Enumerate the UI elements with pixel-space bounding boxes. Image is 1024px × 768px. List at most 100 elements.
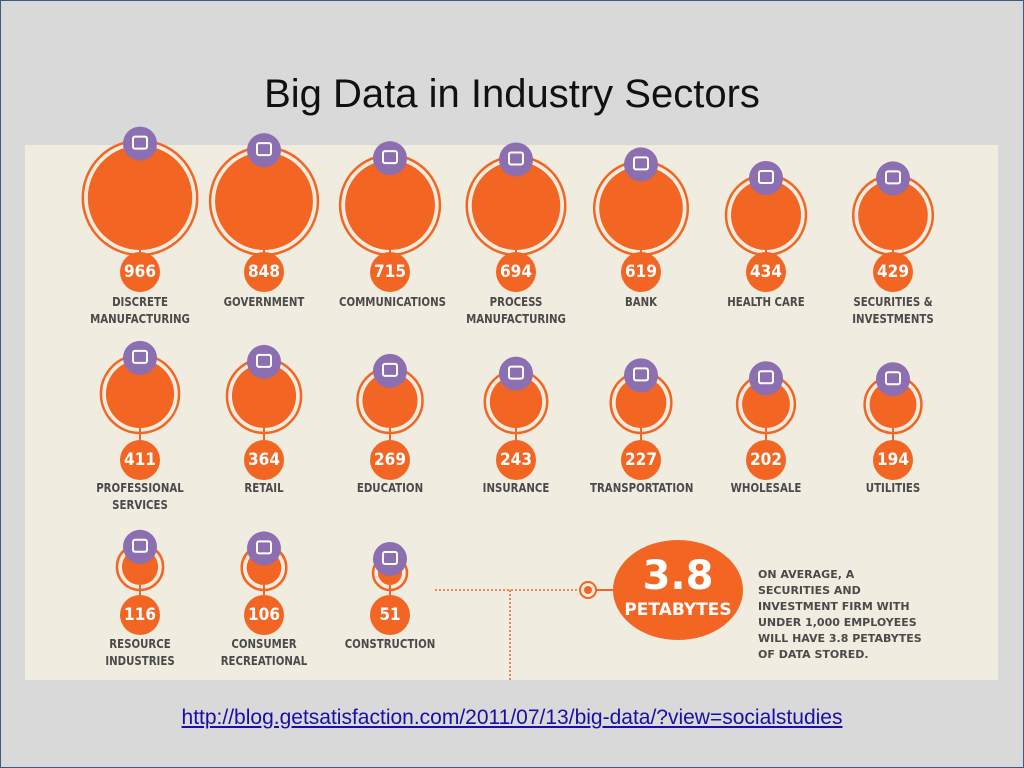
number-badge: [370, 440, 410, 480]
sector-icon: [749, 361, 783, 396]
sector-label: UTILITIES: [865, 481, 921, 495]
number-badge: [244, 440, 284, 480]
sector-value: 848: [248, 262, 280, 282]
sector-label: SECURITIES & INVESTMENTS: [852, 295, 934, 326]
value-bubble: [742, 380, 790, 428]
sector-label: GOVERNMENT: [223, 295, 305, 309]
sector-icon: [499, 356, 533, 391]
value-bubble: [105, 359, 175, 428]
sector-icon: [876, 362, 910, 397]
icon-glyph: [885, 371, 901, 386]
icon-glyph: [256, 142, 272, 157]
sector-label: PROCESS MANUFACTURING: [466, 295, 566, 326]
sector-label: INSURANCE: [482, 481, 550, 495]
sector-value: 51: [379, 605, 401, 625]
sector-label: CONSTRUCTION: [344, 637, 436, 651]
sector-label: RETAIL: [244, 481, 284, 495]
icon-glyph: [132, 135, 148, 150]
sector-icon: [123, 340, 157, 375]
number-badge: [873, 440, 913, 480]
number-badge: [120, 440, 160, 480]
connector-dot: [584, 586, 592, 594]
sector-label: BANK: [624, 295, 658, 309]
value-bubble: [869, 381, 917, 428]
number-badge: [621, 252, 661, 292]
sector-icon: [247, 133, 281, 168]
sector-icon: [123, 529, 157, 564]
sector-icon: [624, 147, 658, 182]
number-badge: [370, 595, 410, 635]
number-badge: [496, 440, 536, 480]
sector-value: 434: [750, 262, 782, 282]
icon-glyph: [382, 362, 398, 377]
icon-glyph: [508, 365, 524, 380]
number-badge: [621, 440, 661, 480]
icon-glyph: [256, 353, 272, 368]
sector-value: 411: [124, 450, 156, 470]
sector-icon: [499, 142, 533, 177]
sector-label: COMMUNICATIONS: [339, 295, 446, 309]
sector-value: 269: [374, 450, 406, 470]
sector-label: DISCRETE MANUFACTURING: [90, 295, 190, 326]
sector-icon: [247, 344, 281, 379]
value-bubble: [471, 161, 561, 250]
number-badge: [244, 252, 284, 292]
sector-icon: [373, 353, 407, 388]
sector-value: 116: [124, 605, 156, 625]
sector-value: 202: [750, 450, 782, 470]
icon-glyph: [633, 367, 649, 382]
value-bubble: [87, 145, 193, 251]
icon-glyph: [508, 151, 524, 166]
number-badge: [244, 595, 284, 635]
value-bubble: [231, 363, 297, 428]
sector-value: 227: [625, 450, 657, 470]
sector-icon: [624, 358, 658, 393]
sector-label: PROFESSIONAL SERVICES: [96, 481, 184, 512]
icon-glyph: [758, 370, 774, 385]
sector-icon: [373, 542, 407, 577]
callout-bubble: [613, 540, 743, 640]
sector-icon: [876, 161, 910, 196]
icon-glyph: [132, 538, 148, 553]
sector-value: 966: [124, 262, 156, 282]
sector-icon: [373, 141, 407, 176]
value-bubble: [362, 372, 418, 428]
number-badge: [496, 252, 536, 292]
value-bubble: [731, 180, 801, 250]
sector-value: 106: [248, 605, 280, 625]
number-badge: [370, 252, 410, 292]
icon-glyph: [382, 551, 398, 566]
value-bubble: [345, 160, 435, 250]
number-badge: [873, 252, 913, 292]
value-bubble: [599, 166, 683, 250]
sector-value: 243: [500, 450, 532, 470]
callout-unit: PETABYTES: [624, 600, 732, 620]
icon-glyph: [132, 349, 148, 364]
number-badge: [120, 252, 160, 292]
sector-label: CONSUMER RECREATIONAL: [220, 637, 308, 668]
sector-icon: [749, 161, 783, 196]
number-badge: [120, 595, 160, 635]
sector-value: 715: [374, 262, 406, 282]
value-bubble: [215, 152, 313, 250]
value-bubble: [489, 375, 543, 429]
sector-label: HEALTH CARE: [727, 295, 805, 309]
number-badge: [746, 440, 786, 480]
sector-icon: [123, 126, 157, 161]
sector-value: 694: [500, 262, 532, 282]
icon-glyph: [885, 170, 901, 185]
sector-icon: [247, 531, 281, 566]
sector-label: TRANSPORTATION: [590, 481, 694, 495]
slide-title: Big Data in Industry Sectors: [264, 72, 760, 116]
value-bubble: [615, 377, 667, 429]
callout-text: ON AVERAGE, A SECURITIES AND INVESTMENT …: [758, 568, 922, 661]
sector-value: 364: [248, 450, 280, 470]
sector-label: EDUCATION: [356, 481, 424, 495]
callout-value: 3.8: [642, 553, 714, 599]
icon-glyph: [758, 170, 774, 185]
sector-value: 429: [877, 262, 909, 282]
icon-glyph: [256, 540, 272, 555]
source-link[interactable]: http://blog.getsatisfaction.com/2011/07/…: [181, 706, 843, 729]
